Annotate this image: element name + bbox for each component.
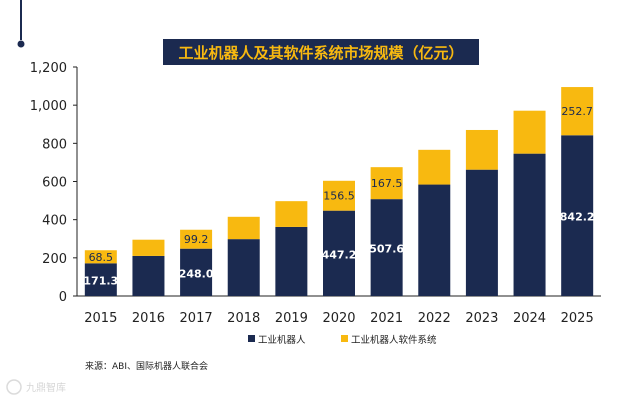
bar-software-2023 [465, 129, 498, 170]
data-label-robot-2020: 447.2 [322, 248, 357, 261]
bar-robot-2023 [465, 169, 498, 296]
x-tick-label-2016: 2016 [132, 311, 165, 326]
bar-robot-2021 [370, 199, 403, 296]
data-label-robot-2017: 248.0 [179, 267, 214, 280]
watermark-text: 九鼎智库 [26, 381, 66, 394]
x-tick-label-2023: 2023 [465, 311, 498, 326]
bar-software-2020 [323, 180, 355, 211]
legend-label-1: 工业机器人软件系统 [351, 334, 437, 346]
bar-robot-2017 [180, 248, 213, 296]
x-tick-label-2018: 2018 [227, 311, 260, 326]
x-tick-label-2017: 2017 [180, 311, 213, 326]
y-tick-label: 0 [59, 290, 67, 305]
y-axis: 0 200 400 600 800 1,000 1,200 [30, 61, 78, 305]
x-tick-label-2025: 2025 [561, 311, 594, 326]
bar-robot-2016 [132, 255, 165, 296]
data-label-software-2015: 68.5 [89, 251, 114, 264]
bar-software-2025 [561, 87, 594, 136]
x-tick-label-2024: 2024 [513, 311, 546, 326]
side-accent-dot [17, 40, 25, 48]
bar-software-2022 [418, 149, 451, 185]
x-tick-label-2015: 2015 [84, 311, 117, 326]
data-label-robot-2021: 507.6 [369, 243, 404, 256]
y-tick-label: 800 [42, 137, 67, 152]
chart-title: 工业机器人及其软件系统市场规模（亿元） [178, 44, 463, 62]
source-note: 来源：ABI、国际机器人联合会 [85, 360, 208, 372]
bar-robot-2020 [323, 210, 355, 296]
bar-software-2018 [227, 216, 260, 240]
legend: 工业机器人 工业机器人软件系统 [248, 334, 437, 346]
y-tick-label: 600 [42, 176, 67, 191]
bar-software-2017 [180, 229, 213, 249]
watermark-logo-icon [6, 379, 22, 395]
x-tick-label-2019: 2019 [275, 311, 308, 326]
bar-robot-2018 [227, 239, 260, 296]
bar-software-2019 [275, 201, 308, 227]
y-tick-label: 1,000 [30, 99, 67, 114]
title-banner [163, 39, 479, 65]
legend-label-0: 工业机器人 [258, 334, 306, 346]
x-tick-label-2020: 2020 [322, 311, 355, 326]
bars: 171.3 68.5 248.0 99.2 447.2 156.5 507.6 167.5 84… [83, 87, 595, 296]
bar-software-2021 [370, 167, 403, 200]
watermark: 九鼎智库 [6, 379, 66, 395]
bar-robot-2024 [513, 153, 546, 296]
x-axis: 2015 2016 2017 2018 2019 2020 2021 2022 2023 2024… [77, 295, 601, 326]
data-label-software-2021: 167.5 [371, 177, 403, 190]
bar-robot-2015 [84, 263, 117, 296]
data-label-software-2017: 99.2 [184, 233, 209, 246]
legend-swatch-0 [248, 335, 255, 342]
data-label-software-2025: 252.7 [561, 105, 593, 118]
bar-software-2024 [513, 110, 546, 154]
x-tick-label-2022: 2022 [418, 311, 451, 326]
data-label-robot-2025: 842.2 [560, 211, 595, 224]
bar-robot-2022 [418, 184, 451, 296]
bar-software-2016 [132, 239, 165, 256]
legend-swatch-1 [341, 335, 348, 342]
bar-software-2015 [84, 250, 117, 264]
bar-robot-2019 [275, 226, 308, 296]
y-tick-label: 200 [42, 252, 67, 267]
y-tick-label: 1,200 [30, 61, 67, 76]
y-tick-label: 400 [42, 214, 67, 229]
x-tick-label-2021: 2021 [370, 311, 403, 326]
bar-robot-2025 [561, 135, 594, 296]
data-label-software-2020: 156.5 [323, 190, 355, 203]
data-label-robot-2015: 171.3 [83, 275, 118, 288]
